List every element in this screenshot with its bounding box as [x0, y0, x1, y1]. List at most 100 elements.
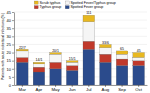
chart: 22/714/120/115/111133/665450510152025303…: [0, 0, 150, 93]
bar-segment: [50, 62, 62, 68]
annotations: 22/714/120/115/111133/66545: [19, 11, 141, 62]
y-axis: 051015202530354045: [7, 10, 15, 88]
bar-segment: [66, 62, 78, 65]
y-tick: 15: [7, 58, 14, 63]
bar-segment: [66, 61, 78, 63]
y-tick-mark: [12, 36, 14, 37]
bars: [16, 15, 144, 85]
y-tick: 45: [7, 10, 14, 15]
legend-item: Typhus group: [34, 5, 61, 9]
plot: 22/714/120/115/111133/665450510152025303…: [7, 10, 148, 92]
x-tick: Aug: [102, 85, 110, 92]
bar-segment: [100, 44, 112, 47]
x-axis: Mar Apr May Jun Jul Aug Sep Oct: [15, 85, 148, 92]
bar-segment: [83, 22, 95, 41]
total-label: 111: [86, 11, 91, 15]
y-tick-mark: [12, 44, 14, 45]
y-tick: 40: [7, 18, 14, 23]
bar-segment: [133, 53, 145, 58]
y-tick-mark: [12, 85, 14, 86]
y-tick-label: 40: [7, 18, 12, 23]
x-tick: Sep: [118, 85, 126, 92]
y-tick-label: 15: [7, 58, 12, 63]
y-tick-mark: [12, 12, 14, 13]
bar-segment: [16, 57, 28, 62]
legend-label: Spotted Fever group: [70, 5, 103, 9]
y-axis-title: Patients with acute rickettsial infectio…: [1, 13, 5, 80]
bar-segment: [133, 66, 145, 85]
bar-segment: [16, 62, 28, 85]
grid: [14, 12, 147, 85]
grid-line: [14, 44, 147, 45]
y-tick-mark: [12, 20, 14, 21]
x-tick-label: Oct: [135, 87, 142, 92]
bar-segment: [50, 53, 62, 55]
bar-segment: [133, 61, 145, 66]
y-axis-line: [14, 13, 15, 86]
y-tick: 10: [7, 67, 14, 72]
bar-segment: [33, 72, 45, 85]
legend-label: Typhus group: [39, 5, 61, 9]
x-tick-label: May: [52, 87, 61, 92]
y-tick-mark: [12, 28, 14, 29]
series-3: [16, 15, 144, 64]
y-tick-label: 35: [7, 26, 12, 31]
total-label: 14/1: [36, 58, 43, 62]
x-tick-label: Jun: [69, 87, 77, 92]
y-tick-mark: [12, 69, 14, 70]
y-tick: 25: [7, 42, 14, 47]
legend-label: Scrub typhus: [39, 1, 60, 5]
bar-segment: [116, 66, 128, 85]
bar-segment: [33, 67, 45, 72]
y-tick-label: 45: [7, 10, 12, 15]
total-label: 65: [120, 47, 124, 51]
bar-segment: [83, 41, 95, 49]
bar-segment: [16, 51, 28, 57]
x-tick-label: Apr: [36, 87, 43, 92]
bar-segment: [83, 15, 95, 21]
x-tick: Apr: [36, 85, 43, 92]
x-tick: Oct: [135, 85, 142, 92]
y-tick-mark: [12, 61, 14, 62]
legend-item: Spotted Fever group: [65, 5, 103, 9]
x-tick-label: Mar: [19, 87, 27, 92]
bar-segment: [83, 49, 95, 85]
total-label: 20/1: [52, 49, 59, 53]
bar-segment: [50, 69, 62, 85]
x-tick-label: Sep: [118, 87, 126, 92]
x-tick-label: Aug: [102, 87, 110, 92]
x-tick: May: [52, 85, 61, 92]
series-2: [16, 22, 144, 67]
x-tick: Jul: [86, 85, 92, 92]
bar-segment: [50, 54, 62, 62]
x-axis-line: [15, 85, 148, 86]
y-tick-mark: [12, 77, 14, 78]
bar-segment: [133, 57, 145, 60]
bar-segment: [100, 48, 112, 54]
legend-swatch: [34, 6, 38, 9]
total-label: 45: [137, 49, 141, 53]
legend-label: Spotted Fever/Typhus group: [70, 1, 115, 5]
y-tick-label: 5: [9, 75, 12, 80]
legend-swatch: [34, 1, 38, 4]
legend: Scrub typhus Spotted Fever/Typhus group Ty…: [34, 1, 116, 10]
y-tick: 0: [9, 83, 14, 88]
series-1: [16, 41, 144, 72]
bar-segment: [66, 70, 78, 85]
bar-segment: [116, 51, 128, 54]
total-label: 22/7: [19, 46, 26, 50]
bar-segment: [33, 64, 45, 67]
bar-segment: [33, 62, 45, 64]
y-tick-label: 0: [9, 83, 12, 88]
legend-swatch: [65, 1, 69, 4]
x-tick: Mar: [19, 85, 27, 92]
y-tick-label: 10: [7, 67, 12, 72]
y-tick: 5: [9, 75, 14, 80]
bar-segment: [116, 59, 128, 65]
total-label: 15/1: [69, 57, 76, 61]
bar-segment: [66, 66, 78, 71]
y-tick-label: 20: [7, 50, 12, 55]
legend-item: Scrub typhus: [34, 1, 60, 5]
series-0: [16, 49, 144, 85]
bar-segment: [100, 54, 112, 62]
